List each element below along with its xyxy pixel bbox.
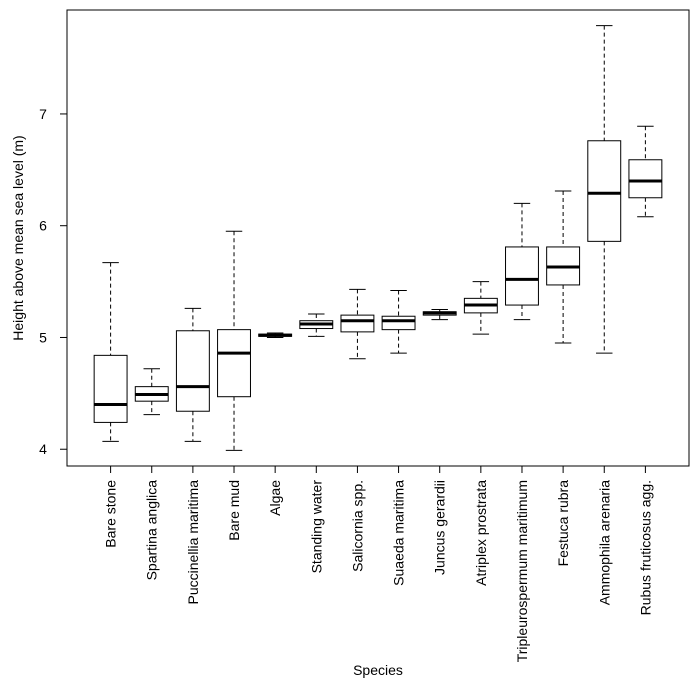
- x-tick-label: Atriplex prostrata: [473, 480, 489, 586]
- x-tick-label: Algae: [267, 480, 283, 516]
- box: [381, 315, 416, 331]
- y-tick-label: 4: [39, 441, 47, 457]
- y-tick-label: 5: [39, 329, 47, 345]
- x-tick-label: Suaeda maritima: [391, 480, 407, 586]
- x-tick-label: Festuca rubra: [555, 480, 571, 567]
- box: [217, 329, 251, 398]
- x-tick-label: Tripleurospermum maritimum: [514, 480, 530, 662]
- y-tick-label: 7: [39, 106, 47, 122]
- box: [93, 354, 128, 423]
- x-tick-label: Rubus fruticosus agg.: [637, 480, 653, 615]
- x-tick-label: Juncus gerardii: [432, 480, 448, 575]
- x-tick-label: Bare stone: [103, 480, 119, 548]
- y-axis-label: Height above mean sea level (m): [10, 135, 26, 340]
- x-tick-label: Bare mud: [226, 480, 242, 541]
- box: [628, 159, 663, 199]
- box: [587, 140, 622, 242]
- box: [340, 314, 375, 333]
- box: [175, 330, 210, 412]
- x-tick-label: Salicornia spp.: [349, 480, 365, 572]
- y-tick-label: 6: [39, 218, 47, 234]
- x-axis-label: Species: [353, 662, 403, 678]
- x-tick-label: Spartina anglica: [144, 480, 160, 581]
- plot-frame: [66, 9, 690, 467]
- box: [505, 246, 539, 306]
- x-tick-label: Puccinellia maritima: [185, 480, 201, 605]
- x-tick-label: Ammophila arenaria: [596, 480, 612, 605]
- x-tick-label: Standing water: [308, 480, 324, 574]
